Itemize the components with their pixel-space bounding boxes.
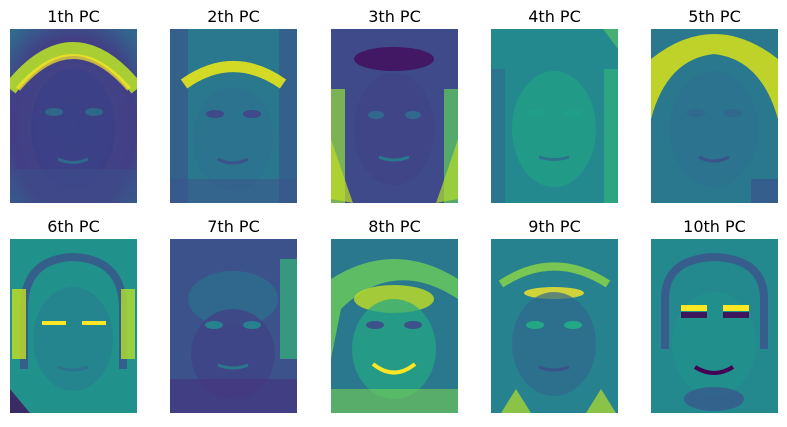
panel-title: 1th PC: [47, 7, 100, 26]
panel-title: 5th PC: [688, 7, 741, 26]
eigenface-image-8: [331, 239, 458, 413]
eigenface-image-2: [170, 29, 297, 203]
panel-title: 7th PC: [207, 217, 260, 236]
eigenface-image-1: [10, 29, 137, 203]
panel-title: 3th PC: [368, 7, 421, 26]
eigenface-image-9: [491, 239, 618, 413]
panel-title: 2th PC: [207, 7, 260, 26]
eigenface-image-7: [170, 239, 297, 413]
panel-title: 9th PC: [528, 217, 581, 236]
eigenface-image-5: [651, 29, 778, 203]
panel-title: 8th PC: [368, 217, 421, 236]
eigenface-image-3: [331, 29, 458, 203]
panel-title: 10th PC: [683, 217, 746, 236]
eigenface-image-10: [651, 239, 778, 413]
eigenface-image-6: [10, 239, 137, 413]
eigenface-image-4: [491, 29, 618, 203]
panel-title: 6th PC: [47, 217, 100, 236]
panel-title: 4th PC: [528, 7, 581, 26]
